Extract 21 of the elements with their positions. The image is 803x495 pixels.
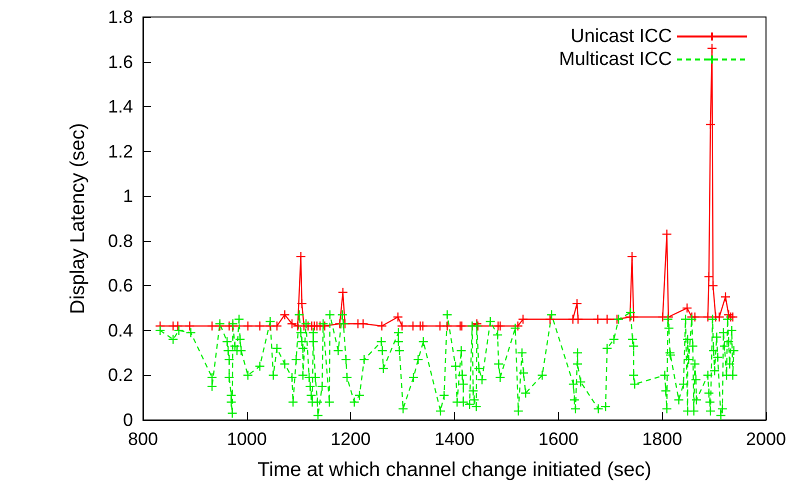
x-tick-label: 2000 (746, 429, 786, 449)
y-tick-label: 1.8 (108, 7, 133, 27)
legend-label: Unicast ICC (570, 26, 672, 47)
x-axis-title: Time at which channel change initiated (sec) (258, 459, 652, 481)
x-tick-label: 1800 (642, 429, 682, 449)
x-tick-label: 1200 (330, 429, 371, 449)
y-axis-title: Display Latency (sec) (67, 122, 89, 314)
x-tick-label: 800 (128, 429, 158, 449)
y-tick-label: 1.6 (108, 52, 133, 72)
y-tick-label: 0.6 (108, 276, 133, 296)
y-tick-label: 0.8 (108, 230, 133, 251)
y-tick-label: 1.2 (108, 141, 133, 162)
y-tick-label: 1.4 (108, 96, 133, 117)
x-tick-label: 1400 (434, 429, 475, 449)
y-tick-label: 0.4 (108, 320, 133, 340)
x-tick-label: 1600 (538, 429, 578, 449)
y-tick-label: 0 (122, 410, 133, 430)
y-tick-label: 0.2 (108, 365, 133, 386)
y-tick-label: 1 (122, 186, 133, 206)
legend-label: Multicast ICC (559, 49, 672, 70)
x-tick-label: 1000 (226, 429, 267, 449)
